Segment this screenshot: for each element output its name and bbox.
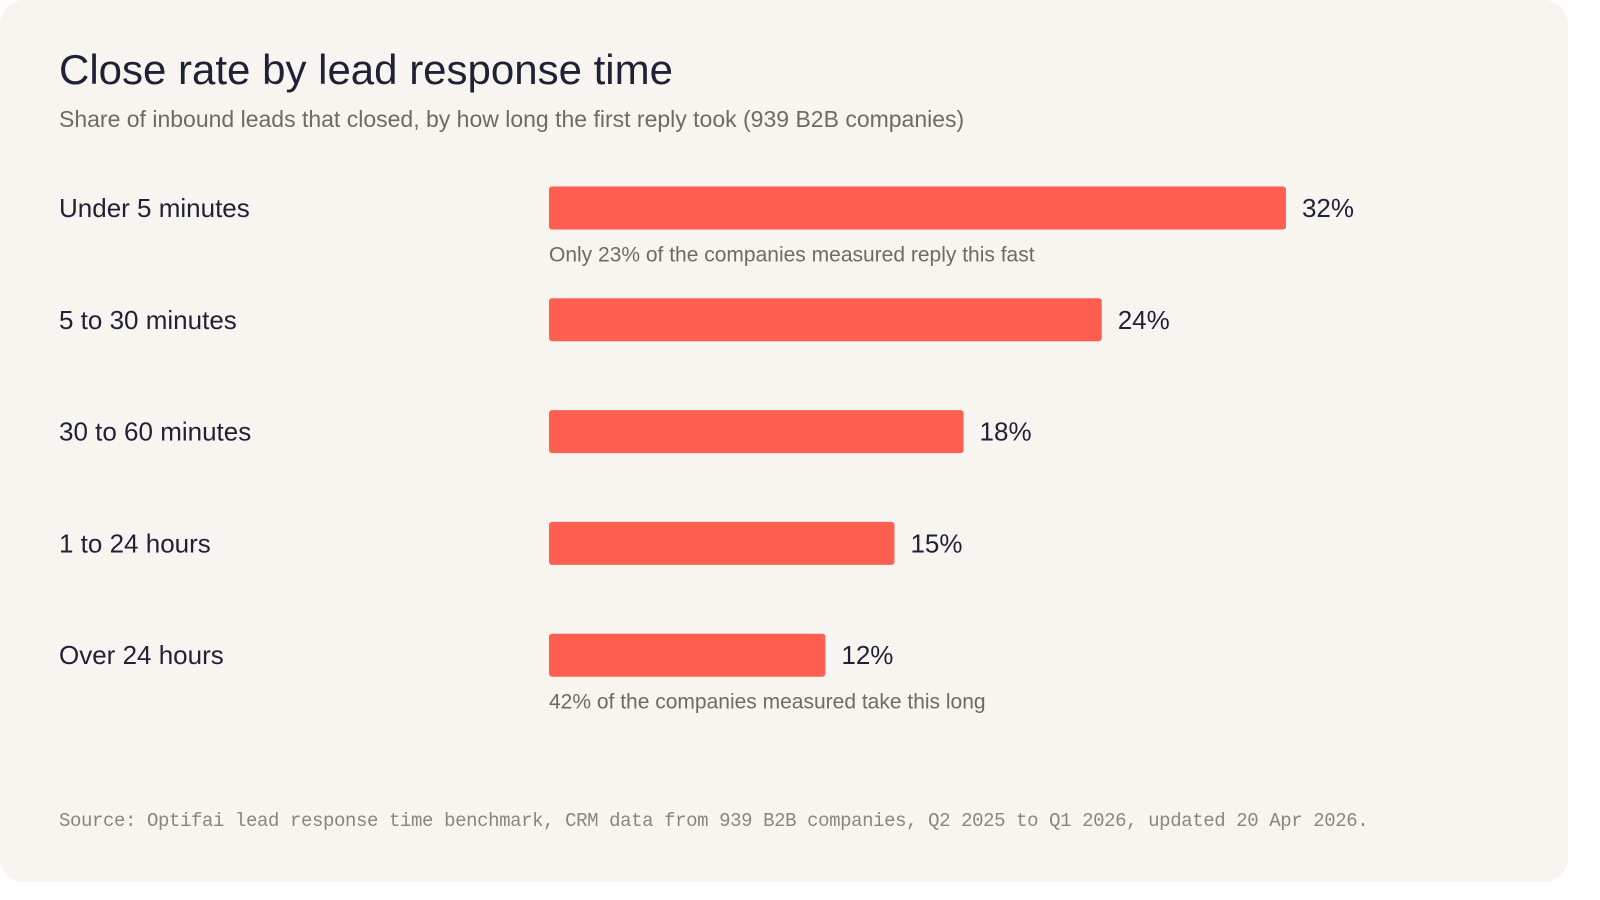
bar-1-to-24-hours bbox=[549, 521, 895, 565]
category-label-30-to-60-minutes: 30 to 60 minutes bbox=[59, 417, 251, 447]
bar-chart: Under 5 minutes 32% Only 23% of the compan… bbox=[59, 186, 1354, 714]
value-label-under-5-minutes: 32% bbox=[1302, 193, 1354, 223]
bar-over-24-hours bbox=[549, 633, 826, 677]
chart-subtitle: Share of inbound leads that closed, by h… bbox=[59, 106, 965, 132]
value-label-5-to-30-minutes: 24% bbox=[1118, 305, 1170, 335]
value-label-30-to-60-minutes: 18% bbox=[980, 417, 1032, 447]
category-label-5-to-30-minutes: 5 to 30 minutes bbox=[59, 305, 237, 335]
chart-title: Close rate by lead response time bbox=[59, 46, 673, 93]
annotation-under-5-minutes: Only 23% of the companies measured reply… bbox=[549, 244, 1035, 267]
category-label-under-5-minutes: Under 5 minutes bbox=[59, 193, 250, 223]
bar-30-to-60-minutes bbox=[549, 410, 964, 454]
value-label-over-24-hours: 12% bbox=[841, 640, 893, 670]
annotation-over-24-hours: 42% of the companies measured take this … bbox=[549, 691, 986, 714]
bar-5-to-30-minutes bbox=[549, 298, 1102, 342]
chart-card: Close rate by lead response time Share o… bbox=[0, 0, 1568, 882]
category-label-1-to-24-hours: 1 to 24 hours bbox=[59, 528, 211, 558]
category-label-over-24-hours: Over 24 hours bbox=[59, 640, 224, 670]
bar-under-5-minutes bbox=[549, 186, 1286, 230]
source-note: Source: Optifai lead response time bench… bbox=[59, 810, 1369, 832]
value-label-1-to-24-hours: 15% bbox=[910, 528, 962, 558]
